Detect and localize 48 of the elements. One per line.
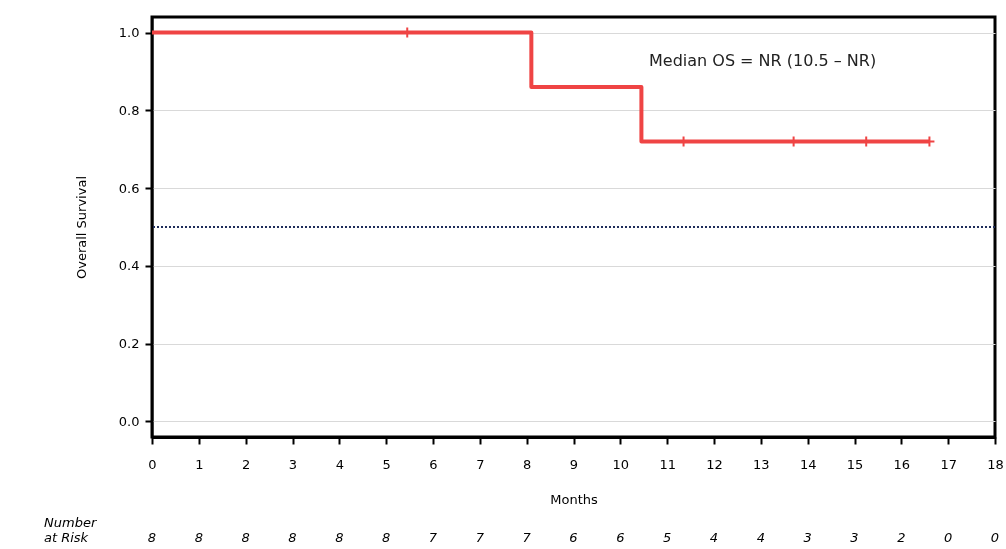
y-tick-label: 0.2 — [118, 336, 140, 352]
x-tick-label: 14 — [799, 456, 817, 472]
text: 0 — [990, 530, 1000, 545]
x-tick-label: 15 — [846, 456, 864, 472]
y-tick-label: 1.0 — [118, 25, 140, 41]
x-tick-label: 8 — [523, 456, 532, 472]
text: 8 — [241, 530, 250, 545]
text: 8 — [288, 530, 297, 545]
x-tick-label: 17 — [940, 456, 957, 472]
x-tick-label: 3 — [288, 456, 298, 472]
text: 8 — [382, 530, 391, 545]
x-tick-label: 10 — [612, 456, 630, 472]
x-tick-label: 4 — [335, 456, 344, 472]
text: 6 — [616, 530, 625, 545]
x-tick-label: 9 — [569, 456, 579, 472]
text: 7 — [475, 530, 485, 545]
text: 3 — [803, 530, 812, 545]
x-tick-label: 1 — [195, 456, 204, 472]
text: 5 — [663, 530, 672, 545]
x-tick-label: 0 — [148, 456, 157, 472]
annotation: Median OS = NR (10.5 – NR) — [649, 51, 877, 70]
text: 8 — [147, 530, 157, 545]
text: 4 — [709, 530, 719, 545]
text: 4 — [756, 530, 765, 545]
x-tick-label: 16 — [893, 456, 911, 472]
x-tick-label: 2 — [242, 456, 251, 472]
x-tick-label: 13 — [753, 456, 770, 472]
x-tick-label: 11 — [659, 456, 676, 472]
x-tick-label: 6 — [429, 456, 438, 472]
text: 2 — [897, 530, 906, 545]
x-tick-label: 5 — [382, 456, 391, 472]
text: 8 — [335, 530, 344, 545]
x-tick-label: 7 — [476, 456, 485, 472]
text: 7 — [428, 530, 438, 545]
text: Number at Risk — [44, 515, 98, 545]
y-tick-label: 0.4 — [118, 258, 140, 274]
y-axis-title: Overall Survival — [73, 175, 89, 280]
x-axis-title: Months — [550, 491, 598, 507]
x-tick-label: 18 — [987, 456, 1004, 472]
text: 0 — [944, 530, 953, 545]
text: 8 — [194, 530, 203, 545]
text: 6 — [569, 530, 578, 545]
x-tick-label: 12 — [706, 456, 723, 472]
y-tick-label: 0.0 — [118, 413, 140, 429]
y-tick-label: 0.6 — [118, 180, 140, 196]
text: 3 — [850, 530, 859, 545]
y-tick-label: 0.8 — [118, 102, 140, 118]
text: 7 — [522, 530, 532, 545]
